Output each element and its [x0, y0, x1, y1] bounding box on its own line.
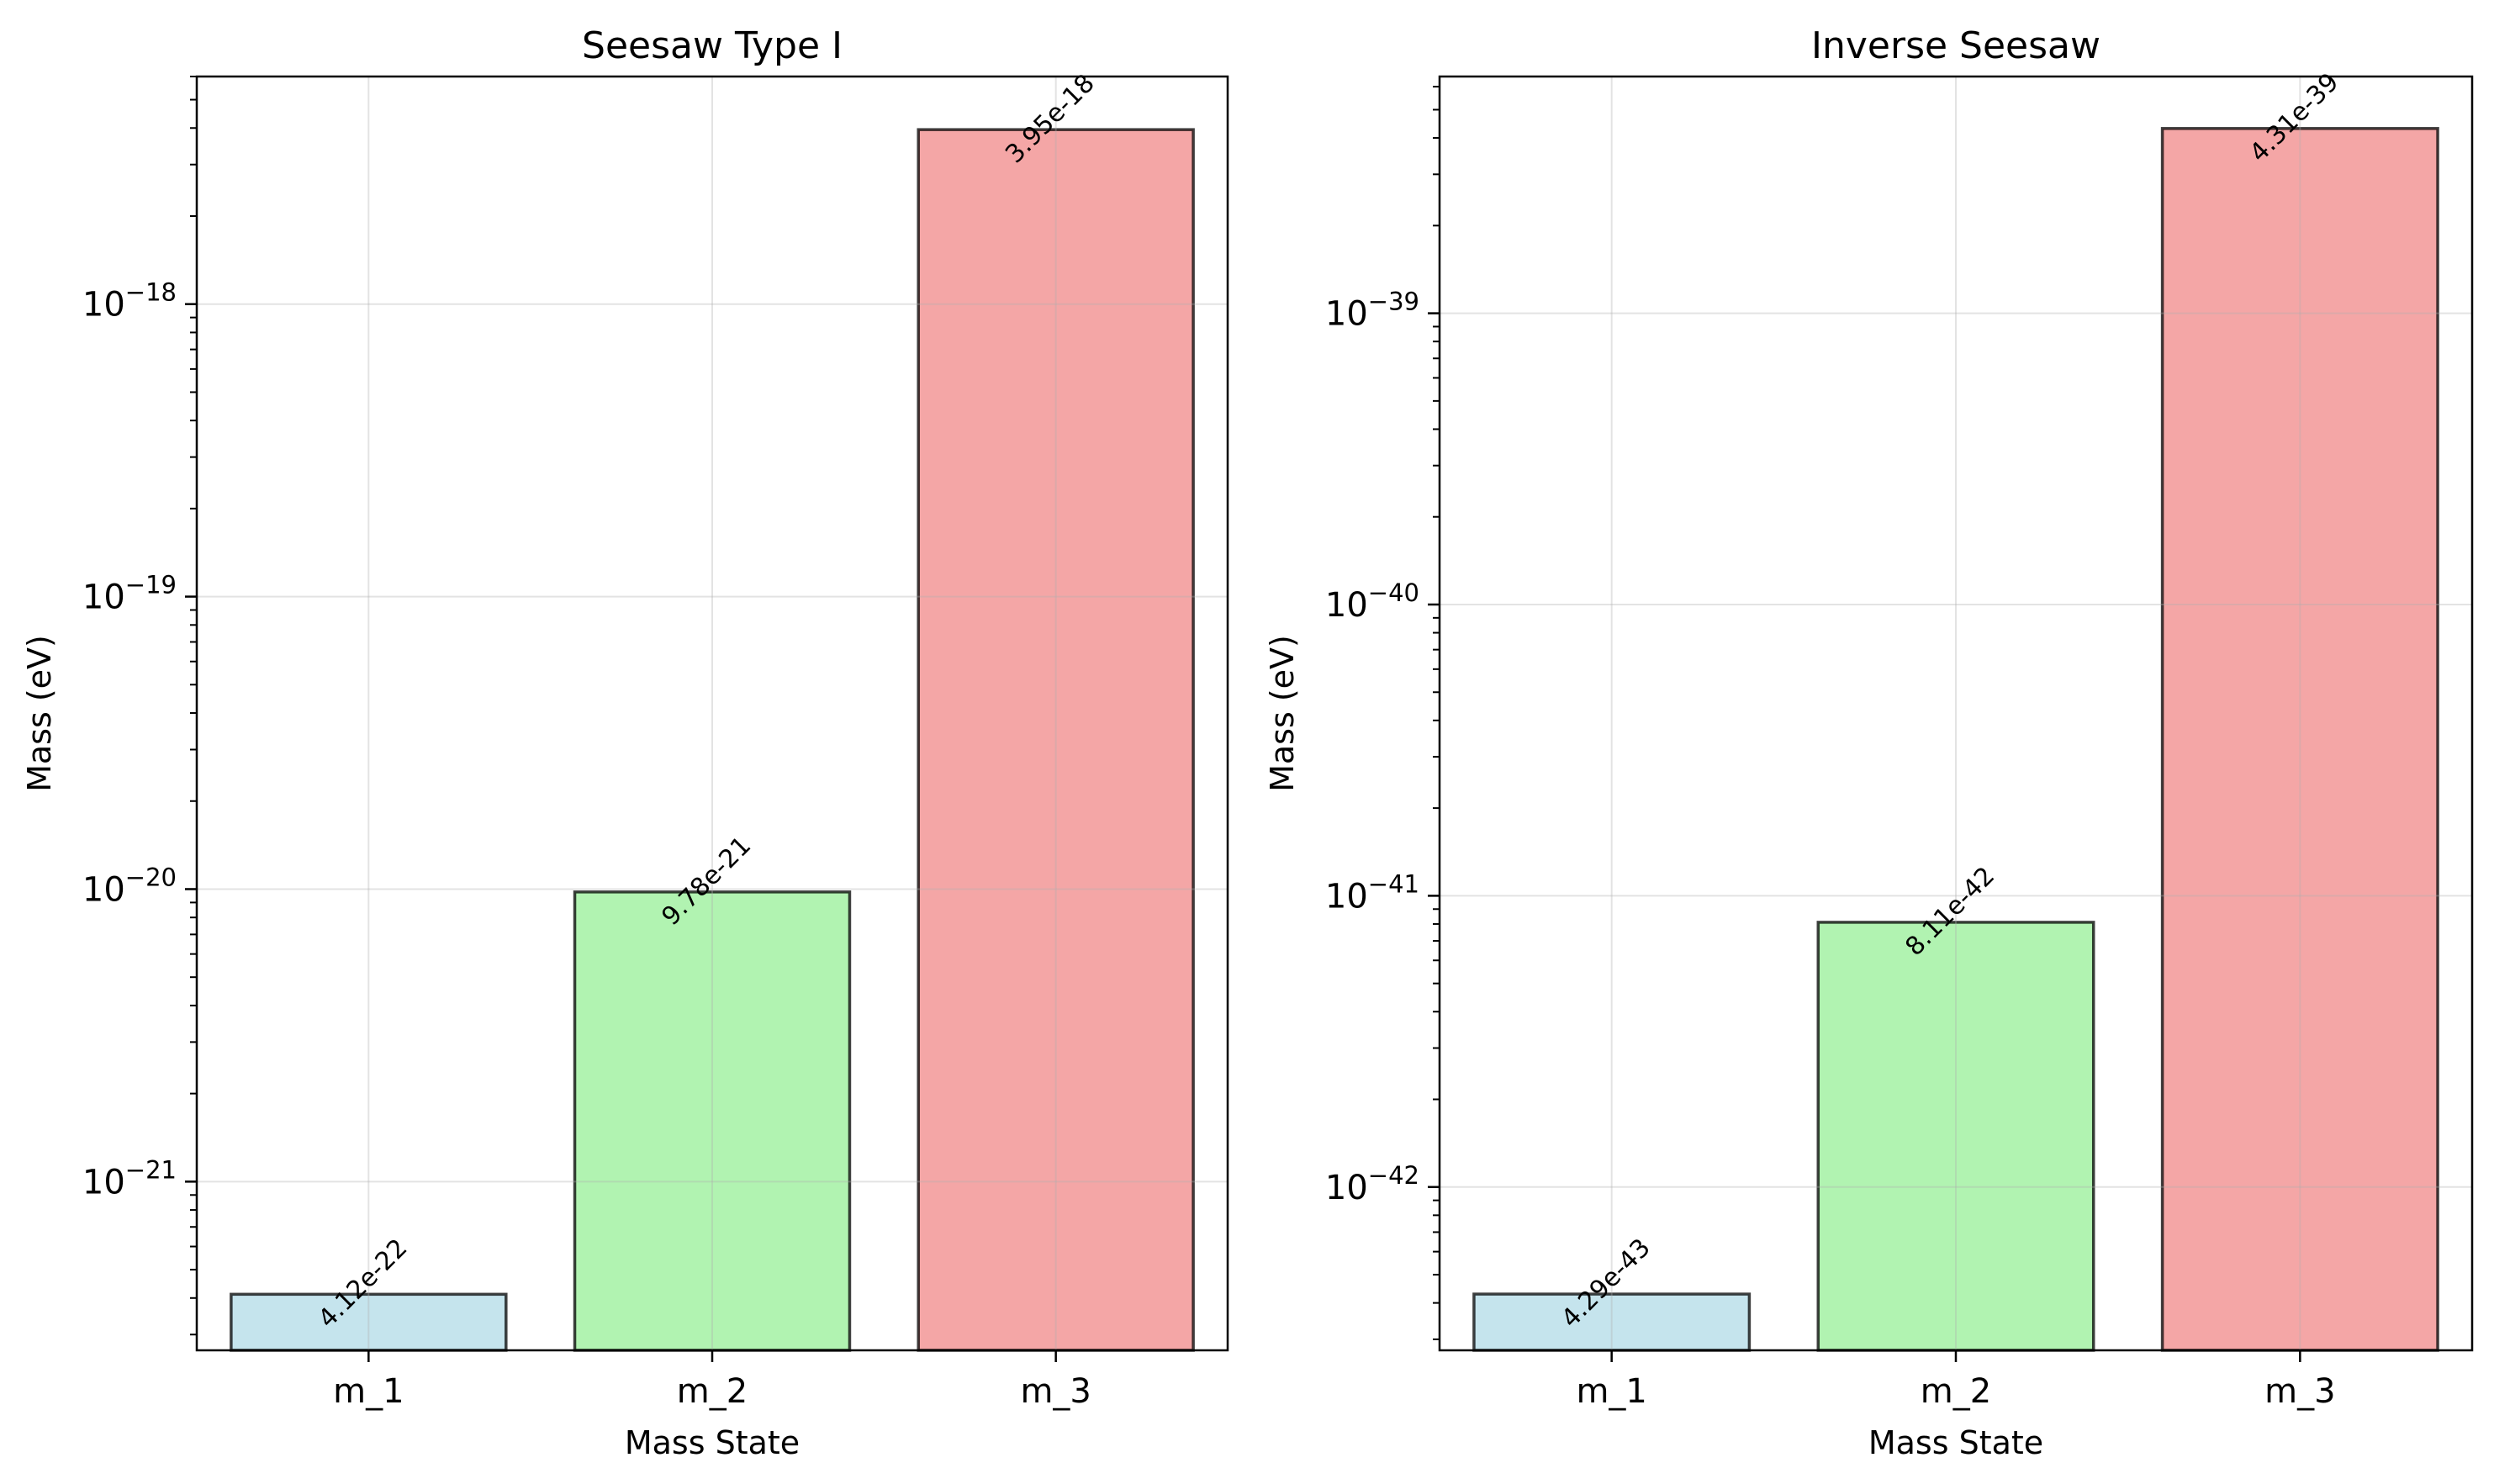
y-tick-label: 10−41 [1325, 869, 1419, 916]
bar-m_3 [2160, 127, 2439, 1352]
bar-m_1 [1472, 1292, 1752, 1352]
x-tick-label-m_2: m_2 [677, 1372, 748, 1411]
x-axis-label: Mass State [1868, 1424, 2043, 1461]
y-tick-base: 10 [82, 286, 125, 325]
y-axis-label: Mass (eV) [1264, 635, 1301, 792]
y-tick-base: 10 [82, 1163, 125, 1201]
y-axis-label: Mass (eV) [21, 635, 58, 792]
x-tick-label-m_1: m_1 [1576, 1372, 1646, 1411]
bar-m_2 [573, 890, 852, 1352]
y-tick-base: 10 [82, 870, 125, 909]
y-tick-base: 10 [1325, 1169, 1368, 1207]
y-tick-exponent: −39 [1368, 288, 1419, 316]
bar-m_2 [1816, 921, 2095, 1352]
y-tick-base: 10 [1325, 586, 1368, 625]
x-tick-label-m_2: m_2 [1921, 1372, 1991, 1411]
y-tick-exponent: −19 [125, 571, 177, 599]
y-tick-label: 10−19 [82, 571, 177, 617]
x-axis-label: Mass State [625, 1424, 800, 1461]
y-tick-exponent: −41 [1368, 869, 1419, 898]
y-tick-label: 10−18 [82, 278, 177, 325]
y-tick-base: 10 [1325, 295, 1368, 334]
x-tick-label-m_3: m_3 [2264, 1372, 2335, 1411]
y-tick-base: 10 [1325, 877, 1368, 916]
y-tick-label: 10−42 [1325, 1161, 1419, 1207]
y-tick-label: 10−39 [1325, 288, 1419, 334]
x-tick-label-m_1: m_1 [333, 1372, 404, 1411]
y-tick-label: 10−20 [82, 863, 177, 909]
y-tick-exponent: −21 [125, 1155, 177, 1184]
bar-m_1 [230, 1292, 508, 1352]
y-tick-label: 10−40 [1325, 578, 1419, 625]
chart-title: Inverse Seesaw [1811, 24, 2100, 67]
y-tick-exponent: −18 [125, 278, 177, 307]
bar-m_3 [917, 128, 1195, 1352]
x-tick-label-m_3: m_3 [1020, 1372, 1091, 1411]
y-tick-exponent: −40 [1368, 578, 1419, 607]
y-tick-exponent: −20 [125, 863, 177, 891]
y-tick-base: 10 [82, 578, 125, 617]
y-tick-label: 10−21 [82, 1155, 177, 1201]
y-tick-exponent: −42 [1368, 1161, 1419, 1190]
chart-title: Seesaw Type I [582, 24, 843, 67]
